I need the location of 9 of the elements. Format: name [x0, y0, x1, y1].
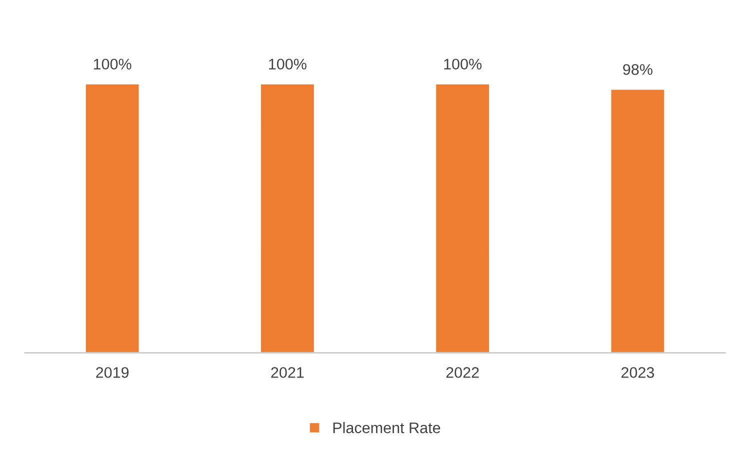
x-tick-label: 2021 [271, 367, 304, 378]
legend-label: Placement Rate [333, 422, 440, 434]
data-label: 100% [444, 58, 482, 70]
x-tick-label: 2023 [621, 367, 654, 378]
data-label: 98% [623, 64, 652, 75]
x-tick-label: 2022 [446, 367, 479, 378]
data-label: 100% [269, 58, 306, 70]
data-label: 100% [94, 58, 132, 70]
x-tick-label: 2019 [96, 367, 129, 378]
